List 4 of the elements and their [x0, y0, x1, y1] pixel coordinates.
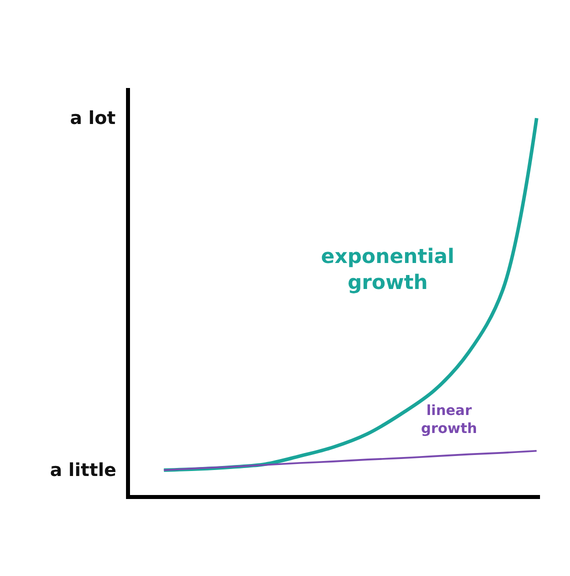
- text: exponential growth: [321, 244, 454, 294]
- text: a lot: [70, 108, 116, 129]
- series-label: linear growth: [421, 403, 478, 438]
- text: a little: [50, 460, 116, 481]
